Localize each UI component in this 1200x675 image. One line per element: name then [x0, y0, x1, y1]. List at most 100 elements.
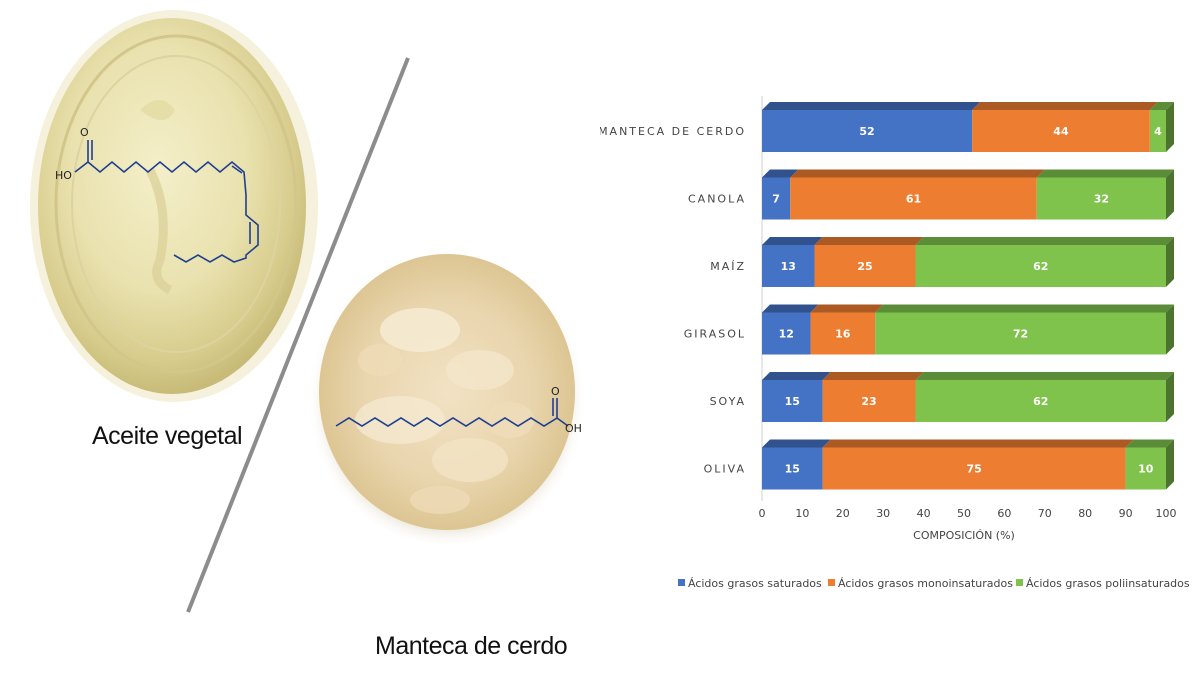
bar-segment-top [762, 237, 823, 245]
bar-segment-top [762, 439, 831, 448]
x-tick-label: 100 [1156, 507, 1177, 520]
category-label: GIRASOL [684, 328, 746, 341]
bar-side-face [1166, 102, 1174, 152]
x-tick-label: 20 [836, 507, 850, 520]
category-label: MAÍZ [710, 260, 746, 273]
x-tick-label: 30 [876, 507, 890, 520]
bar-segment [822, 380, 916, 422]
x-tick-label: 0 [759, 507, 766, 520]
bar-side-face [1166, 439, 1174, 490]
bar-segment-top [875, 304, 1174, 313]
data-label: 7 [772, 193, 780, 206]
bar-segment [814, 245, 916, 287]
bar-side-face [1166, 304, 1174, 355]
diagonal-divider [186, 57, 410, 613]
x-tick-label: 80 [1078, 507, 1092, 520]
data-label: 72 [1013, 328, 1028, 341]
bar-segment-top [790, 169, 1045, 178]
x-tick-label: 70 [1038, 507, 1052, 520]
bar-segment [822, 447, 1126, 490]
data-label: 62 [1033, 395, 1048, 408]
stearic-acid-structure [335, 398, 569, 427]
bar-segment-top [762, 102, 981, 110]
data-label: 52 [859, 125, 874, 138]
category-label: CANOLA [688, 193, 746, 206]
bar-segment-top [762, 169, 799, 178]
caption-vegetable-oil: Aceite vegetal [92, 422, 243, 450]
x-tick-label: 40 [917, 507, 931, 520]
bar-segment [810, 312, 876, 355]
bar-side-face [1166, 237, 1174, 287]
data-label: 10 [1138, 463, 1154, 476]
linoleic-acid-structure [74, 140, 259, 263]
lard-hydroxyl-group: OH [565, 422, 582, 435]
bar-side-face [1166, 372, 1174, 422]
bar-segment-top [915, 372, 1174, 380]
legend-entry: Ácidos grasos poliinsaturados [1026, 577, 1190, 590]
x-axis-title: COMPOSICIÓN (%) [913, 529, 1015, 542]
category-label: MANTECA DE CERDO [600, 125, 746, 138]
bar-segment [972, 110, 1150, 152]
data-label: 4 [1154, 125, 1162, 138]
oil-lid-photo [30, 10, 318, 402]
bar-side-face [1166, 169, 1174, 220]
bar-segment-top [1125, 439, 1174, 448]
bar-segment-top [972, 102, 1158, 110]
bar-segment-top [1036, 169, 1174, 178]
bar-segment-top [822, 372, 924, 380]
photo-panel: O HO O OH [30, 10, 587, 613]
bar-segment-top [762, 304, 819, 313]
x-tick-label: 60 [997, 507, 1011, 520]
legend-entry: Ácidos grasos monoinsaturados [838, 577, 1013, 590]
data-label: 13 [781, 260, 796, 273]
bar-segment-top [822, 439, 1134, 448]
bar-segment [790, 177, 1037, 220]
lard-carbonyl-oxygen: O [551, 385, 560, 398]
legend-entry: Ácidos grasos saturados [688, 577, 822, 590]
bar-segment-top [762, 372, 831, 380]
bar-segment [762, 312, 811, 355]
data-label: 16 [835, 328, 851, 341]
data-label: 44 [1053, 125, 1069, 138]
bar-segment [915, 245, 1166, 287]
data-label: 12 [779, 328, 794, 341]
bar-segment [1125, 447, 1166, 490]
bar-segment [1149, 110, 1166, 152]
bar-segment-top [915, 237, 1174, 245]
data-label: 15 [785, 395, 800, 408]
data-label: 61 [906, 193, 921, 206]
lard-photo [307, 244, 587, 544]
data-label: 15 [785, 463, 800, 476]
bar-segment-top [814, 237, 924, 245]
bar-segment [875, 312, 1166, 355]
data-label: 23 [861, 395, 876, 408]
data-label: 75 [966, 463, 981, 476]
bar-segment [762, 177, 791, 220]
bar-segment [762, 245, 815, 287]
category-label: SOYA [710, 395, 746, 408]
data-label: 62 [1033, 260, 1048, 273]
bar-segment [762, 380, 823, 422]
data-label: 32 [1094, 193, 1109, 206]
bar-segment [762, 110, 973, 152]
bar-segment [915, 380, 1166, 422]
oil-hydroxyl-group: HO [55, 169, 72, 182]
bar-segment-top [1149, 102, 1174, 110]
caption-lard: Manteca de cerdo [375, 632, 568, 660]
oil-carbonyl-oxygen: O [80, 126, 89, 139]
category-label: OLIVA [704, 463, 746, 476]
legend-swatch [1016, 579, 1023, 586]
x-tick-label: 10 [795, 507, 809, 520]
x-tick-label: 50 [957, 507, 971, 520]
legend-swatch [678, 579, 685, 586]
bar-segment [762, 447, 823, 490]
bar-segment [1036, 177, 1166, 220]
bar-segment-top [810, 304, 884, 313]
data-label: 25 [857, 260, 872, 273]
chart-legend: Ácidos grasos saturados Ácidos grasos mon… [678, 577, 1190, 590]
x-tick-label: 90 [1119, 507, 1133, 520]
legend-swatch [828, 579, 835, 586]
